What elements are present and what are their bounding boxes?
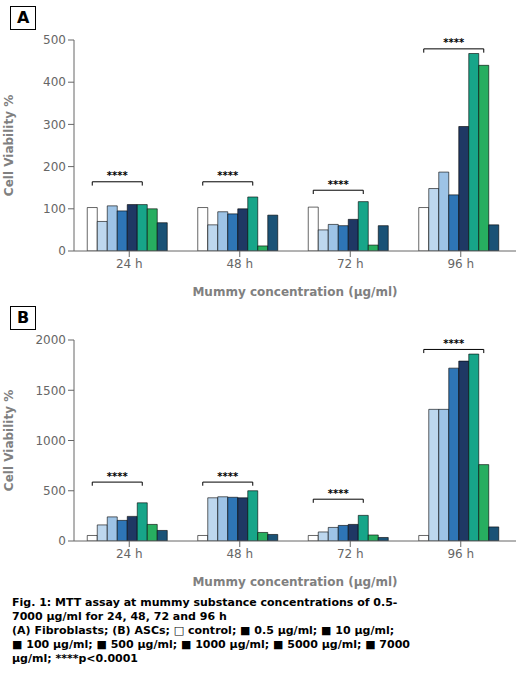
svg-text:****: ****: [107, 170, 129, 181]
svg-text:Mummy concentration (μg/ml): Mummy concentration (μg/ml): [192, 575, 397, 589]
svg-text:****: ****: [443, 37, 465, 48]
svg-text:Cell Viability %: Cell Viability %: [8, 95, 16, 196]
svg-text:24 h: 24 h: [116, 257, 143, 271]
svg-text:72 h: 72 h: [337, 547, 364, 561]
svg-text:96 h: 96 h: [447, 547, 474, 561]
svg-text:500: 500: [43, 33, 66, 47]
svg-text:****: ****: [328, 488, 350, 499]
svg-text:****: ****: [328, 179, 350, 190]
svg-text:****: ****: [217, 170, 239, 181]
svg-text:****: ****: [107, 471, 129, 482]
svg-text:500: 500: [43, 484, 66, 498]
svg-text:1000: 1000: [35, 434, 66, 448]
html-text:A: A: [17, 8, 30, 27]
svg-text:Mummy concentration (μg/ml): Mummy concentration (μg/ml): [192, 285, 397, 299]
svg-text:48 h: 48 h: [226, 257, 253, 271]
svg-text:2000: 2000: [35, 333, 66, 347]
svg-text:72 h: 72 h: [337, 257, 364, 271]
svg-text:0: 0: [58, 534, 66, 548]
html-text:■ 100 μg/ml; ■ 500 μg/ml; ■ 10: ■ 100 μg/ml; ■ 500 μg/ml; ■ 1000 μg/ml; …: [12, 638, 410, 651]
svg-text:48 h: 48 h: [226, 547, 253, 561]
svg-text:96 h: 96 h: [447, 257, 474, 271]
svg-text:****: ****: [217, 471, 239, 482]
svg-text:100: 100: [43, 202, 66, 216]
html-text:μg/ml; ****p<0.0001: μg/ml; ****p<0.0001: [12, 652, 138, 665]
svg-text:Cell Viability %: Cell Viability %: [8, 390, 16, 491]
svg-text:24 h: 24 h: [116, 547, 143, 561]
svg-text:200: 200: [43, 160, 66, 174]
html-text:(A) Fibroblasts; (B) ASCs; □ c: (A) Fibroblasts; (B) ASCs; □ control; ■ …: [12, 624, 395, 637]
svg-text:400: 400: [43, 75, 66, 89]
svg-text:300: 300: [43, 118, 66, 132]
svg-text:1500: 1500: [35, 384, 66, 398]
svg-text:0: 0: [58, 244, 66, 258]
svg-text:****: ****: [443, 338, 465, 349]
html-text:B: B: [17, 308, 30, 327]
html-text:7000 µg/ml for 24, 48, 72 and: 7000 µg/ml for 24, 48, 72 and 96 h: [12, 610, 227, 623]
html-text:Fig. 1: MTT assay at mummy sub: Fig. 1: MTT assay at mummy substance con…: [12, 596, 398, 609]
